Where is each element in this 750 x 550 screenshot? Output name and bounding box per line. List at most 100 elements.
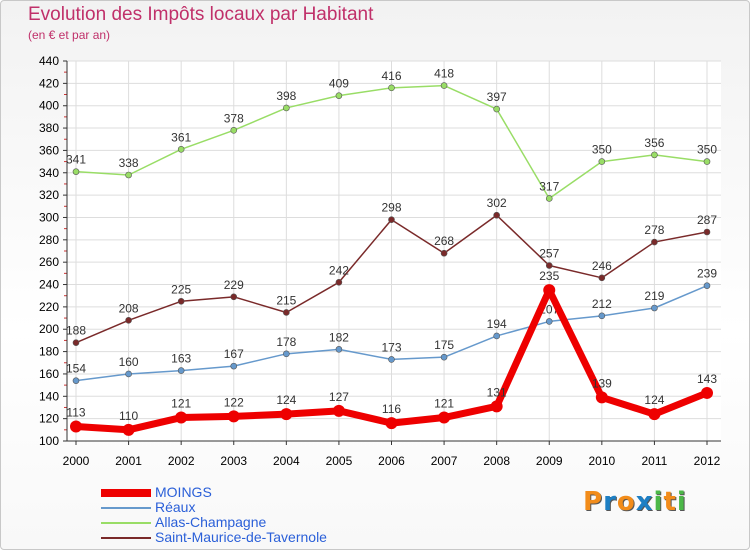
data-label-reaux: 167	[224, 347, 244, 361]
y-tick-label: 220	[39, 300, 59, 314]
data-point-moings	[490, 400, 503, 413]
data-point-moings	[332, 404, 345, 417]
data-label-reaux: 163	[171, 352, 191, 366]
data-point-allas-champagne	[651, 151, 658, 159]
data-point-allas-champagne	[230, 126, 238, 134]
logo-letter: x	[635, 487, 654, 517]
data-point-saint-maurice-de-tavernole	[230, 293, 238, 301]
y-tick-label: 300	[39, 210, 59, 224]
data-point-allas-champagne	[283, 104, 290, 112]
legend-label: Allas-Champagne	[155, 514, 267, 530]
y-tick-label: 360	[39, 143, 59, 157]
y-tick-label: 420	[39, 76, 59, 90]
x-tick-label: 2000	[63, 454, 90, 468]
data-label-allas-champagne: 409	[329, 77, 349, 91]
data-point-moings	[438, 411, 451, 424]
data-point-reaux	[440, 353, 448, 361]
data-point-saint-maurice-de-tavernole	[493, 211, 500, 219]
data-label-moings: 113	[66, 405, 85, 419]
x-tick-label: 2011	[642, 454, 668, 468]
data-label-allas-champagne: 418	[434, 67, 454, 81]
y-tick-label: 240	[39, 278, 59, 292]
chart-subtitle: (en € et par an)	[28, 28, 111, 42]
y-tick-label: 120	[39, 412, 59, 426]
legend-swatch	[101, 489, 151, 497]
data-point-moings	[70, 420, 82, 433]
y-tick-label: 320	[39, 188, 59, 202]
data-point-allas-champagne	[72, 168, 80, 175]
data-label-reaux: 154	[66, 362, 86, 376]
data-point-allas-champagne	[125, 171, 132, 179]
data-label-reaux: 160	[119, 355, 139, 369]
data-point-reaux	[125, 370, 132, 378]
legend-swatch	[101, 522, 151, 524]
data-point-moings	[543, 284, 556, 297]
legend-swatch	[101, 537, 151, 539]
data-label-moings: 121	[434, 397, 454, 411]
data-point-reaux	[545, 318, 553, 325]
x-tick-label: 2001	[115, 454, 142, 468]
x-tick-label: 2004	[273, 454, 300, 468]
data-label-moings: 110	[119, 409, 138, 423]
data-point-saint-maurice-de-tavernole	[598, 274, 606, 282]
data-label-reaux: 212	[592, 297, 612, 311]
x-tick-label: 2008	[483, 454, 510, 468]
y-tick-label: 380	[39, 121, 59, 135]
data-label-moings: 131	[487, 385, 507, 399]
data-point-reaux	[72, 377, 80, 384]
data-point-saint-maurice-de-tavernole	[72, 339, 80, 346]
data-label-reaux: 194	[487, 317, 507, 331]
y-tick-label: 160	[39, 367, 59, 381]
y-tick-label: 200	[39, 322, 59, 336]
data-point-allas-champagne	[177, 145, 185, 153]
data-point-moings	[648, 408, 661, 421]
data-label-saint-maurice-de-tavernole: 287	[697, 213, 717, 227]
data-point-reaux	[703, 282, 711, 289]
data-label-reaux: 175	[434, 338, 454, 352]
data-label-moings: 121	[171, 397, 191, 411]
data-label-moings: 139	[592, 376, 612, 390]
data-label-allas-champagne: 361	[171, 130, 191, 144]
x-tick-label: 2010	[588, 454, 615, 468]
data-point-moings	[227, 410, 240, 423]
data-point-allas-champagne	[545, 195, 553, 202]
data-label-saint-maurice-de-tavernole: 278	[644, 223, 664, 237]
y-tick-label: 100	[39, 434, 59, 448]
data-point-moings	[385, 417, 398, 430]
x-tick-label: 2006	[378, 454, 405, 468]
x-tick-label: 2007	[431, 454, 458, 468]
data-label-saint-maurice-de-tavernole: 298	[381, 201, 401, 215]
legend-swatch	[101, 507, 151, 509]
data-point-saint-maurice-de-tavernole	[703, 228, 711, 236]
x-tick-label: 2003	[220, 454, 247, 468]
data-label-saint-maurice-de-tavernole: 225	[171, 282, 191, 296]
data-label-allas-champagne: 350	[592, 143, 612, 157]
x-tick-label: 2012	[694, 454, 721, 468]
data-label-saint-maurice-de-tavernole: 188	[66, 324, 86, 338]
data-label-saint-maurice-de-tavernole: 215	[276, 293, 296, 307]
data-label-allas-champagne: 416	[381, 69, 401, 83]
data-label-saint-maurice-de-tavernole: 302	[487, 196, 507, 210]
data-point-saint-maurice-de-tavernole	[177, 297, 185, 305]
y-tick-label: 280	[39, 233, 59, 247]
data-point-reaux	[598, 312, 606, 320]
logo-letter: o	[616, 487, 636, 517]
data-label-moings: 124	[644, 393, 664, 407]
proxiti-logo: Proxiti	[583, 487, 687, 517]
data-label-allas-champagne: 350	[697, 143, 717, 157]
data-label-allas-champagne: 317	[539, 179, 559, 193]
plot-area	[67, 61, 721, 441]
data-point-allas-champagne	[703, 158, 711, 165]
data-label-reaux: 239	[697, 267, 717, 281]
data-label-moings: 124	[276, 393, 296, 407]
data-label-allas-champagne: 356	[644, 136, 664, 150]
logo-letter: r	[603, 487, 617, 517]
data-point-moings	[122, 423, 135, 436]
data-label-moings: 122	[224, 395, 244, 409]
data-label-allas-champagne: 338	[119, 156, 139, 170]
data-point-saint-maurice-de-tavernole	[283, 309, 290, 316]
data-point-reaux	[335, 346, 343, 353]
data-point-allas-champagne	[598, 158, 606, 165]
data-label-allas-champagne: 397	[487, 90, 507, 104]
